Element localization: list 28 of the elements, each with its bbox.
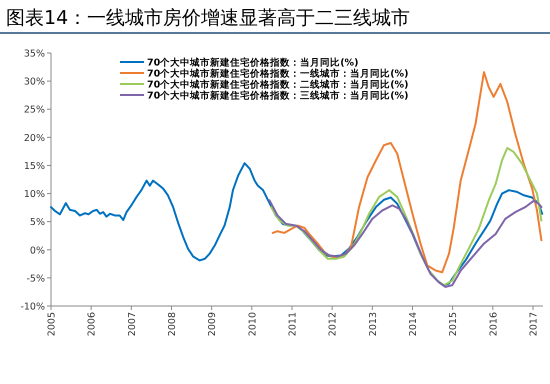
y-tick-label: 10% xyxy=(24,189,45,200)
y-tick-label: -10% xyxy=(20,302,45,312)
x-tick-label: 2005 xyxy=(46,312,58,336)
x-tick-label: 2014 xyxy=(408,312,419,336)
x-tick-label: 2016 xyxy=(488,312,500,336)
y-tick-label: -5% xyxy=(26,273,45,284)
x-tick-label: 2011 xyxy=(287,312,298,336)
y-tick-label: 20% xyxy=(24,132,45,144)
x-tick-label: 2007 xyxy=(126,312,138,336)
x-tick-label: 2010 xyxy=(247,312,258,336)
legend-label: 70个大中城市新建住宅价格指数：一线城市：当月同比(%) xyxy=(147,68,408,80)
x-tick-label: 2015 xyxy=(448,312,460,336)
legend-label: 70个大中城市新建住宅价格指数：二线城市：当月同比(%) xyxy=(147,78,408,90)
x-tick-label: 2013 xyxy=(368,312,379,336)
x-tick-label: 2006 xyxy=(86,312,98,336)
legend-label: 70个大中城市新建住宅价格指数：当月同比(%) xyxy=(147,56,358,68)
y-tick-label: 25% xyxy=(24,104,45,116)
x-tick-label: 2012 xyxy=(328,312,339,336)
legend-label: 70个大中城市新建住宅价格指数：三线城市：当月同比(%) xyxy=(147,90,408,102)
title: 图表14：一线城市房价增速显著高于二三线城市 xyxy=(6,7,410,29)
x-tick-label: 2008 xyxy=(166,312,178,336)
x-tick-label: 2017 xyxy=(528,312,540,336)
y-tick-label: 35% xyxy=(24,48,45,60)
x-tick-label: 2009 xyxy=(207,312,218,336)
y-tick-label: 5% xyxy=(30,217,45,228)
y-tick-label: 15% xyxy=(24,160,45,172)
y-tick-label: 30% xyxy=(24,76,45,88)
y-tick-label: 0% xyxy=(30,245,45,256)
